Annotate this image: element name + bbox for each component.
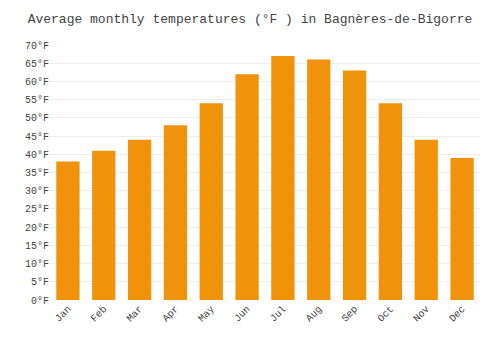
svg-text:60°F: 60°F	[25, 77, 49, 88]
svg-text:50°F: 50°F	[25, 113, 49, 124]
svg-text:Feb: Feb	[89, 304, 110, 325]
svg-text:Nov: Nov	[411, 304, 432, 325]
svg-text:10°F: 10°F	[25, 259, 49, 270]
svg-text:May: May	[196, 304, 217, 325]
svg-text:Dec: Dec	[447, 304, 468, 325]
svg-text:Aug: Aug	[304, 304, 325, 325]
svg-text:40°F: 40°F	[25, 150, 49, 161]
svg-text:Sep: Sep	[340, 304, 361, 325]
svg-text:35°F: 35°F	[25, 168, 49, 179]
svg-text:Jul: Jul	[268, 304, 289, 325]
svg-text:15°F: 15°F	[25, 241, 49, 252]
svg-text:Jan: Jan	[53, 304, 74, 325]
svg-text:20°F: 20°F	[25, 223, 49, 234]
svg-text:65°F: 65°F	[25, 59, 49, 70]
svg-text:Oct: Oct	[376, 304, 397, 325]
svg-text:55°F: 55°F	[25, 95, 49, 106]
svg-text:25°F: 25°F	[25, 204, 49, 215]
svg-text:Jun: Jun	[232, 304, 253, 325]
svg-text:5°F: 5°F	[31, 277, 49, 288]
svg-text:70°F: 70°F	[25, 41, 49, 52]
svg-text:0°F: 0°F	[31, 296, 49, 307]
svg-text:Average monthly temperatures (: Average monthly temperatures (°F ) in Ba…	[28, 12, 473, 27]
svg-text:Apr: Apr	[161, 304, 182, 325]
svg-text:Mar: Mar	[125, 304, 146, 325]
svg-text:30°F: 30°F	[25, 186, 49, 197]
svg-text:45°F: 45°F	[25, 132, 49, 143]
